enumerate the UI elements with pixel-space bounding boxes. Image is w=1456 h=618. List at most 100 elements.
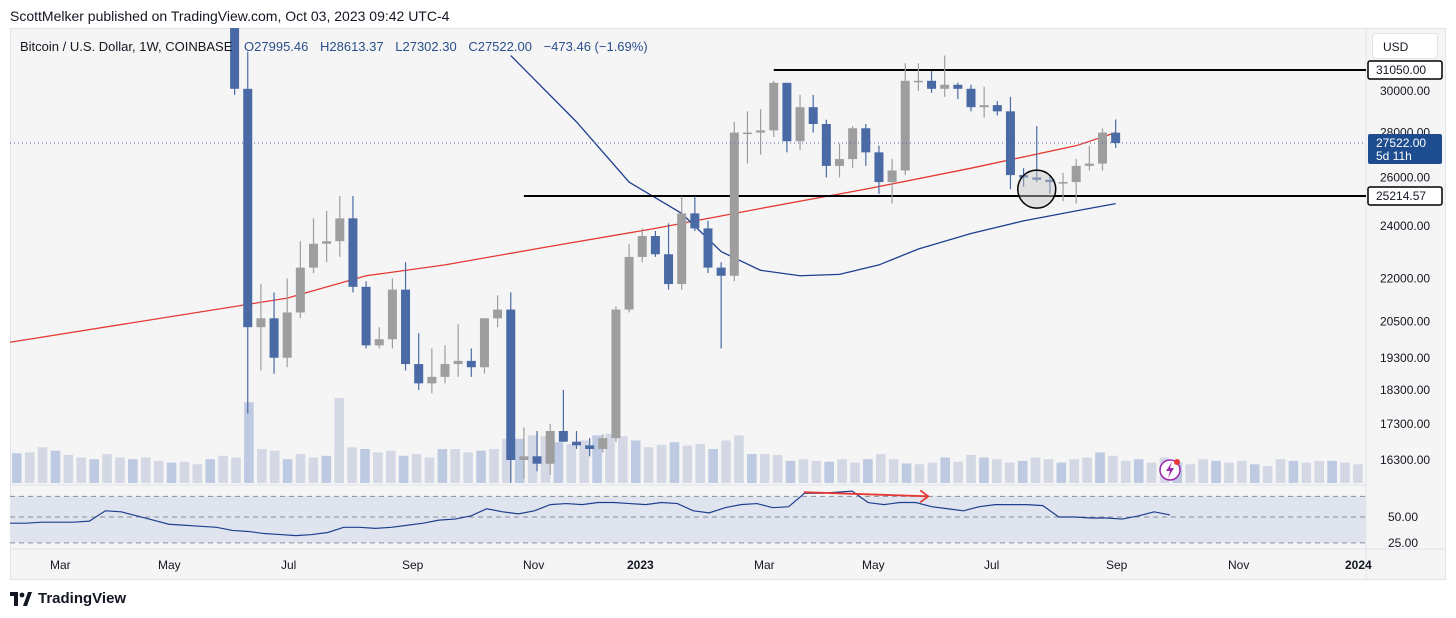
candle-body [361,286,371,346]
candle-body [545,431,555,464]
volume-bar [1301,462,1312,483]
tradingview-brand[interactable]: TradingView [10,590,126,607]
volume-bar [244,402,254,483]
volume-bar [360,449,370,483]
candle-body [1058,182,1068,184]
volume-bar [695,443,706,483]
candle-body [795,107,805,142]
candle-body [585,445,595,449]
volume-bar [592,435,602,483]
volume-bar [1198,459,1208,483]
volume-bar [24,452,35,483]
price-tick-label: 17300.00 [1380,417,1430,431]
time-axis: Mar May Jul Sep Nov 2023 Mar May Jul Sep Nov 2024 [50,558,1372,572]
volume-bar [824,461,834,483]
candle-body [1045,179,1055,183]
candle-body [992,105,1002,112]
candle-body [677,213,687,285]
symbol-label[interactable]: Bitcoin / U.S. Dollar, 1W, COINBASE [20,39,233,54]
candle-body [742,132,752,135]
rsi-pane: 50.00 25.00 [10,489,1418,550]
volume-bar [914,464,925,483]
volume-bar [1211,460,1221,483]
volume-bar [1262,466,1273,483]
time-tick-label: Nov [523,558,544,572]
circle-annotation [1017,169,1057,209]
candle-body [230,28,240,89]
price-axis: 30000.0028000.0026000.0024000.0022000.00… [1367,60,1443,467]
currency-button[interactable]: USD [1372,33,1438,59]
volume-bar [1069,459,1080,483]
volume-bar [1043,459,1054,483]
volume-layer [12,398,1363,483]
lightning-icon[interactable] [1159,459,1181,481]
candle-body [1098,132,1107,164]
high-value: H28613.37 [320,39,384,54]
volume-bar [721,440,731,483]
price-tick-label: 20500.00 [1380,314,1430,328]
volume-bar [1327,460,1337,483]
volume-bar [579,440,589,483]
low-value: L27302.30 [395,39,457,54]
volume-bar [192,464,203,483]
volume-bar [1017,460,1028,483]
candle-body [440,364,450,377]
ohlc-legend: Bitcoin / U.S. Dollar, 1W, COINBASE O279… [20,39,648,54]
time-tick-label: Sep [1106,558,1128,572]
candle-body [401,289,411,365]
volume-bar [643,447,654,483]
volume-bar [321,455,332,483]
volume-bar [1185,464,1196,483]
candle-body [835,159,844,166]
time-tick-label: Jul [281,558,296,572]
volume-bar [1275,459,1286,483]
candle-body [611,309,621,439]
close-value: C27522.00 [468,39,532,54]
volume-bar [1095,452,1105,483]
volume-bar [772,454,783,483]
change-value: −473.46 (−1.69%) [543,39,648,54]
volume-bar [927,462,938,483]
volume-bar [140,457,151,483]
volume-bar [953,461,963,483]
volume-bar [102,454,112,483]
volume-bar [166,462,177,483]
volume-bar [1108,455,1118,483]
volume-bar [12,453,22,483]
candle-body [453,360,463,365]
time-tick-label: 2023 [627,558,654,572]
divergence-arrow [803,491,929,498]
candle-body [900,80,910,171]
volume-bar [1146,462,1157,483]
chart-svg[interactable]: 30000.0028000.0026000.0024000.0022000.00… [10,28,1446,580]
lightning-icon-dot [1174,459,1180,465]
volume-bar [1353,464,1363,483]
candle-body [479,318,489,368]
volume-bar [940,457,951,483]
price-tag [1367,60,1443,80]
volume-bar [231,457,241,483]
volume-bar [115,457,125,483]
rsi-line [10,490,1171,537]
volume-bar [463,452,473,483]
volume-bar [347,447,357,483]
volume-bar [424,457,435,483]
rsi-tick-label: 25.00 [1388,536,1418,550]
current-price-label: 27522.00 [1376,136,1426,150]
volume-bar [1120,460,1131,483]
volume-bar [1082,457,1092,483]
volume-bar [553,442,564,483]
candle-body [309,243,318,268]
tradingview-logo-icon [10,591,32,606]
volume-bar [811,460,822,483]
price-tag-label: 31050.00 [1376,63,1426,77]
volume-bar [1314,460,1325,483]
volume-bar [1340,462,1350,483]
candle-body [322,241,332,244]
moving-average-red [10,131,1116,343]
candle-body [282,312,292,358]
volume-bar [979,457,989,483]
candle-body [953,84,963,89]
candle-body [295,267,305,313]
volume-bar [992,459,1002,483]
